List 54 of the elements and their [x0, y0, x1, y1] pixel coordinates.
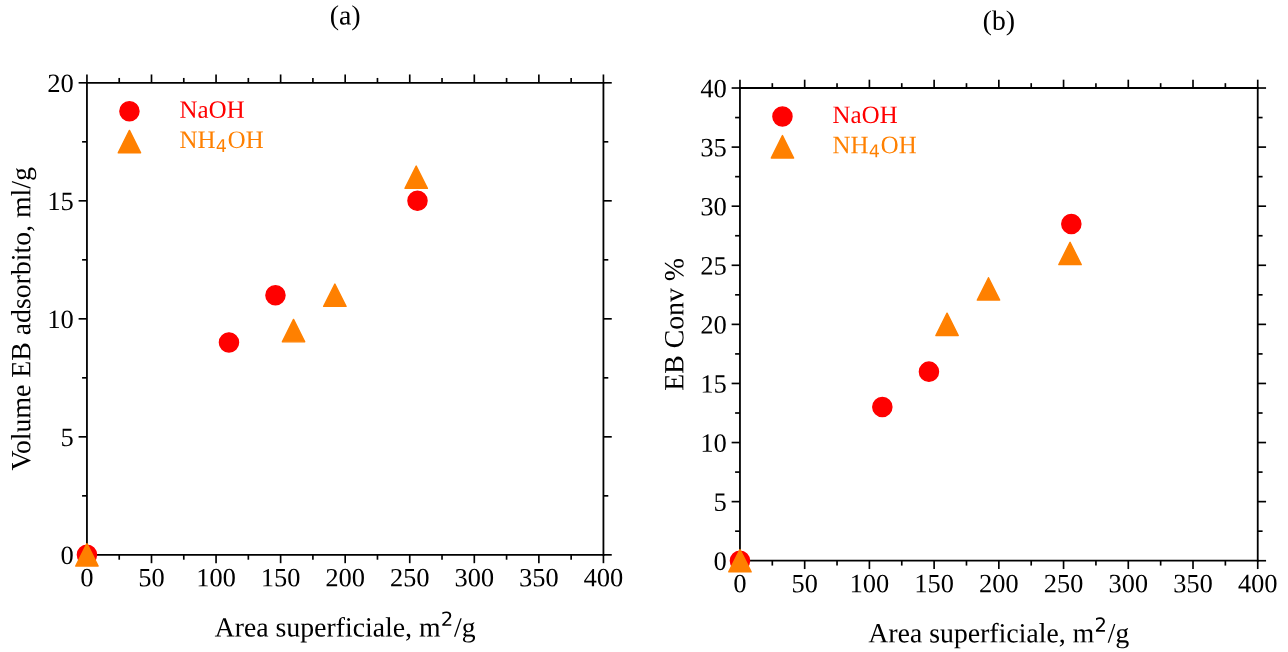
point [918, 361, 940, 382]
legend-label: NaOH [180, 101, 244, 119]
y-tick-label: 10 [702, 434, 726, 452]
chart-title: (a) [330, 5, 360, 31]
y-tick-label: 20 [48, 74, 73, 93]
x-tick-label: 400 [584, 568, 623, 587]
point [281, 318, 306, 343]
x-axis-title: Area superficiale, m$^{2}$/g [214, 611, 476, 643]
point [1061, 213, 1082, 235]
x-tick-label: 300 [455, 568, 494, 587]
y-tick-label: 15 [49, 192, 73, 211]
point [1058, 241, 1082, 266]
x-tick-label: 50 [793, 574, 817, 593]
y-tick-label: 25 [701, 256, 726, 275]
y-tick-label: 5 [715, 493, 726, 512]
point [935, 312, 959, 337]
x-tick-label: 350 [1174, 574, 1212, 593]
point [404, 165, 429, 190]
x-tick-label: 400 [1238, 574, 1277, 593]
legend-label: NaOH [833, 106, 897, 124]
x-tick-label: 100 [198, 568, 235, 587]
x-tick-label: 100 [851, 574, 889, 593]
point [218, 332, 240, 353]
point [265, 284, 286, 306]
x-tick-label: 50 [139, 568, 164, 587]
point [976, 277, 1001, 301]
y-tick-label: 30 [701, 197, 726, 216]
legend-label: NH$_{4}$OH [180, 131, 263, 153]
x-tick-label: 0 [81, 568, 93, 587]
x-tick-label: 250 [391, 568, 429, 587]
x-tick-label: 300 [1109, 574, 1148, 593]
legend-label: NH$_{4}$OH [833, 136, 916, 158]
x-tick-label: 350 [520, 568, 558, 587]
y-tick-label: 0 [714, 552, 726, 571]
x-tick-label: 250 [1044, 574, 1083, 593]
x-tick-label: 0 [734, 574, 746, 593]
y-tick-label: 5 [62, 428, 73, 447]
y-tick-label: 20 [701, 315, 726, 334]
point [322, 283, 347, 308]
y-axis-title: EB Conv % [664, 258, 684, 390]
y-tick-label: 0 [61, 546, 73, 565]
point [872, 396, 893, 418]
x-tick-label: 200 [326, 568, 364, 587]
x-tick-label: 200 [980, 574, 1018, 593]
y-tick-label: 35 [701, 138, 726, 157]
y-tick-label: 15 [702, 375, 726, 393]
y-tick-label: 40 [700, 79, 726, 98]
chart-title: (b) [983, 10, 1014, 36]
x-tick-label: 150 [263, 568, 300, 587]
y-axis-title: Volume EB adsorbito, ml/g [10, 167, 37, 471]
y-tick-label: 10 [49, 310, 73, 329]
x-axis-title: Area superficiale, m$^{2}$/g [868, 617, 1129, 649]
point [407, 190, 428, 212]
x-tick-label: 150 [916, 574, 953, 593]
